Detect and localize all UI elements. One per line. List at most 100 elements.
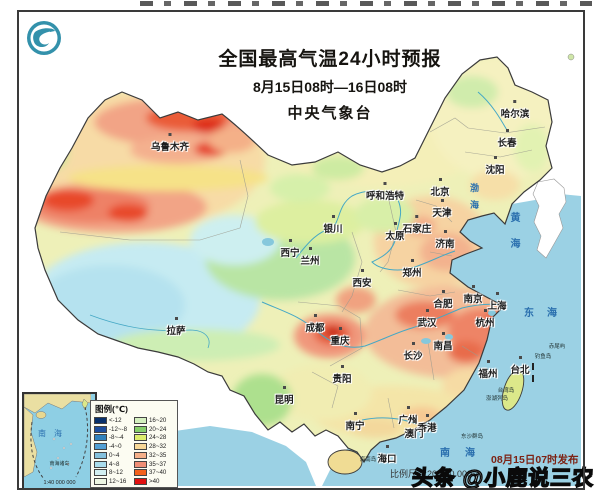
- city-label: 北京: [430, 178, 450, 198]
- agency-name: 中央气象台: [287, 105, 373, 122]
- city-label: 拉萨: [166, 317, 186, 337]
- south-china-sea-inset: 南海 南海诸岛 1:40 000 000: [22, 392, 97, 490]
- sea-label: 南海: [440, 448, 490, 459]
- legend-label: 28~32: [149, 443, 167, 450]
- city-marker-dot: [425, 309, 429, 312]
- city-marker-dot: [308, 247, 312, 250]
- sea-label: 渤海: [469, 183, 479, 217]
- legend-item: 8~12: [94, 469, 134, 478]
- city-marker-dot: [383, 182, 387, 185]
- city-name: 济南: [435, 239, 455, 250]
- city-name: 呼和浩特: [365, 191, 405, 202]
- city-marker-dot: [282, 386, 286, 389]
- city-label: 沈阳: [485, 156, 505, 176]
- city-name: 武汉: [417, 318, 437, 329]
- city-marker-dot: [174, 317, 178, 320]
- lakes: [262, 238, 496, 344]
- legend-swatch: [134, 416, 148, 424]
- inset-islands-label: 南海诸岛: [49, 461, 70, 467]
- legend-label: 37~40: [149, 469, 167, 477]
- city-name: 南昌: [433, 341, 453, 352]
- city-name: 广州: [398, 415, 418, 426]
- city-marker-dot: [495, 292, 499, 295]
- city-name: 昆明: [274, 395, 294, 406]
- sea-label: 黄海: [508, 212, 519, 264]
- city-label: 乌鲁木齐: [150, 133, 190, 153]
- legend-swatch: [134, 469, 148, 477]
- city-label: 天津: [432, 199, 452, 219]
- legend-item: 0~4: [94, 451, 134, 460]
- city-name: 乌鲁木齐: [150, 142, 190, 153]
- city-marker-dot: [438, 178, 442, 181]
- city-name: 澳门: [404, 429, 424, 440]
- city-label: 西安: [352, 269, 372, 289]
- inset-sea-label: 南海: [38, 429, 70, 438]
- city-marker-dot: [513, 100, 517, 103]
- city-label: 广州: [398, 406, 418, 426]
- island-label: 东沙群岛: [460, 434, 484, 440]
- city-label: 杭州: [475, 309, 495, 329]
- legend-item: -4~0: [94, 442, 134, 451]
- city-marker-dot: [313, 314, 317, 317]
- legend-item: 24~28: [134, 434, 174, 443]
- legend-swatch: [94, 416, 107, 424]
- legend-title: 图例(℃): [95, 404, 128, 414]
- legend-item: 16~20: [134, 416, 174, 425]
- legend-swatch: [94, 434, 107, 442]
- city-marker-dot: [443, 230, 447, 233]
- city-marker-dot: [440, 199, 444, 202]
- city-name: 长春: [497, 138, 517, 149]
- city-label: 南昌: [433, 332, 453, 352]
- city-name: 沈阳: [485, 165, 505, 176]
- page-title: 全国最高气温24小时预报: [218, 49, 442, 70]
- sea-label: 东海: [524, 308, 570, 319]
- legend-item: 28~32: [134, 442, 174, 451]
- city-marker-dot: [411, 342, 415, 345]
- city-marker-dot: [406, 406, 410, 409]
- forecast-period: 8月15日08时—16日08时: [252, 79, 408, 95]
- city-label: 武汉: [417, 309, 437, 329]
- legend-swatch: [134, 443, 148, 451]
- legend-swatch: [94, 478, 107, 486]
- city-marker-dot: [415, 215, 419, 218]
- city-label: 太原: [385, 222, 405, 242]
- legend-label: <-12: [109, 417, 122, 424]
- legend-label: 12~16: [109, 478, 127, 485]
- hainan-island: [327, 449, 363, 475]
- korea-peninsula: [532, 178, 567, 259]
- city-label: 海口: [377, 445, 397, 465]
- city-marker-dot: [385, 445, 389, 448]
- city-marker-dot: [360, 269, 364, 272]
- city-marker-dot: [471, 285, 475, 288]
- city-marker-dot: [425, 414, 429, 417]
- city-label: 上海: [487, 292, 507, 312]
- city-name: 合肥: [433, 299, 453, 310]
- legend-label: 24~28: [149, 434, 167, 442]
- city-label: 济南: [435, 230, 455, 250]
- dash-line-segments: [532, 363, 534, 382]
- legend-box: 图例(℃) <-12 -12~-8 -8~-4 -4~0 0~4 4~8 8~12 12~16…: [90, 400, 178, 488]
- legend-label: -4~0: [109, 443, 122, 450]
- city-label: 昆明: [274, 386, 294, 406]
- legend-label: 35~37: [149, 460, 167, 468]
- legend-item: 35~37: [134, 460, 174, 469]
- city-marker-dot: [483, 309, 487, 312]
- city-label: 澳门: [404, 420, 424, 440]
- city-marker-dot: [441, 332, 445, 335]
- cropped-headline-strip: [140, 1, 592, 6]
- city-name: 西宁: [280, 248, 300, 259]
- legend-item: >40: [134, 477, 174, 486]
- city-name: 太原: [385, 231, 405, 242]
- legend-label: -12~-8: [109, 425, 128, 433]
- legend-item: -8~-4: [94, 434, 134, 443]
- city-name: 北京: [430, 187, 450, 198]
- legend-swatch: [134, 460, 148, 468]
- legend-item: -12~-8: [94, 425, 134, 434]
- city-marker-dot: [393, 222, 397, 225]
- island-label: 钓鱼岛: [534, 354, 552, 360]
- city-name: 石家庄: [402, 224, 432, 235]
- legend-label: >40: [149, 478, 160, 485]
- city-label: 南京: [463, 285, 483, 305]
- city-name: 福州: [478, 369, 498, 380]
